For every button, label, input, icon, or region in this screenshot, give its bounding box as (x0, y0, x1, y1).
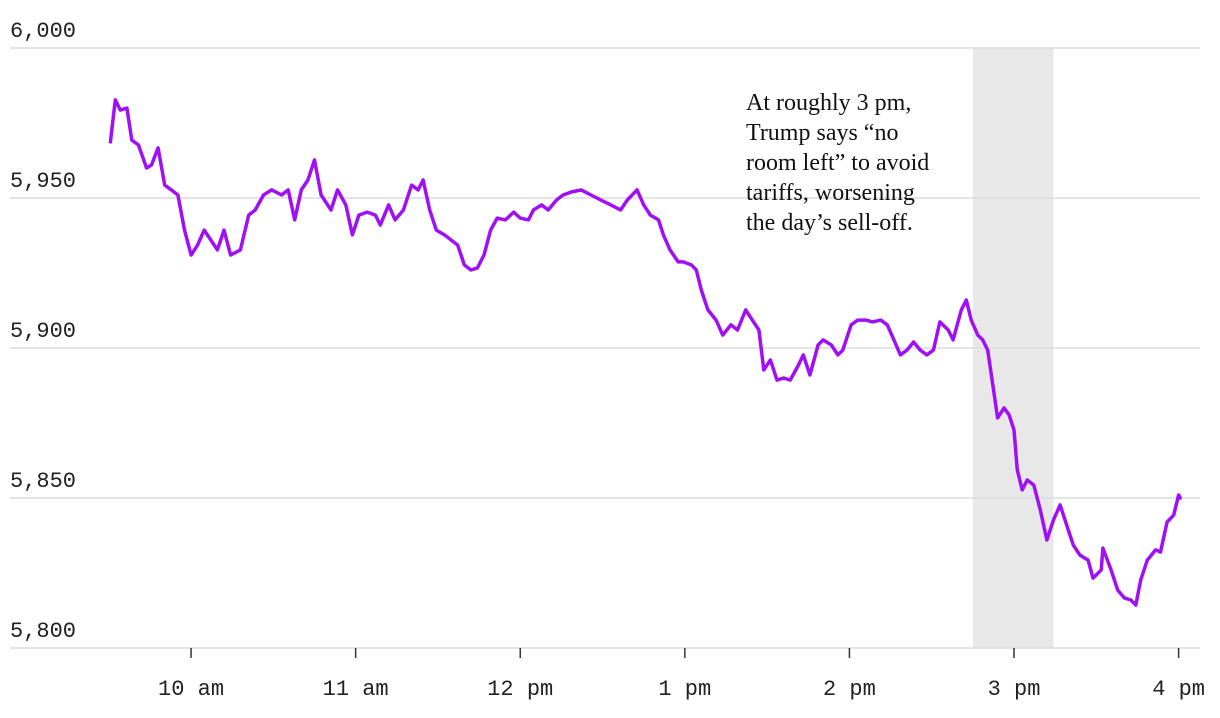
y-tick-label: 5,900 (10, 319, 76, 344)
y-tick-label: 5,800 (10, 619, 76, 644)
x-tick-label: 2 pm (823, 677, 876, 702)
x-tick-label: 12 pm (487, 677, 553, 702)
x-tick-label: 3 pm (988, 677, 1041, 702)
x-tick-label: 11 am (323, 677, 389, 702)
annotation-line: the day’s sell-off. (746, 210, 913, 236)
x-tick-label: 10 am (158, 677, 224, 702)
y-tick-label: 5,950 (10, 169, 76, 194)
annotation-line: At roughly 3 pm, (746, 90, 911, 116)
x-tick-label: 1 pm (658, 677, 711, 702)
annotation-line: room left” to avoid (746, 150, 929, 176)
annotation-line: Trump says “no (746, 120, 898, 146)
y-tick-label: 6,000 (10, 19, 76, 44)
x-tick-label: 4 pm (1152, 677, 1205, 702)
y-tick-label: 5,850 (10, 469, 76, 494)
price-line (108, 98, 1182, 607)
annotation-line: tariffs, worsening (746, 180, 915, 206)
